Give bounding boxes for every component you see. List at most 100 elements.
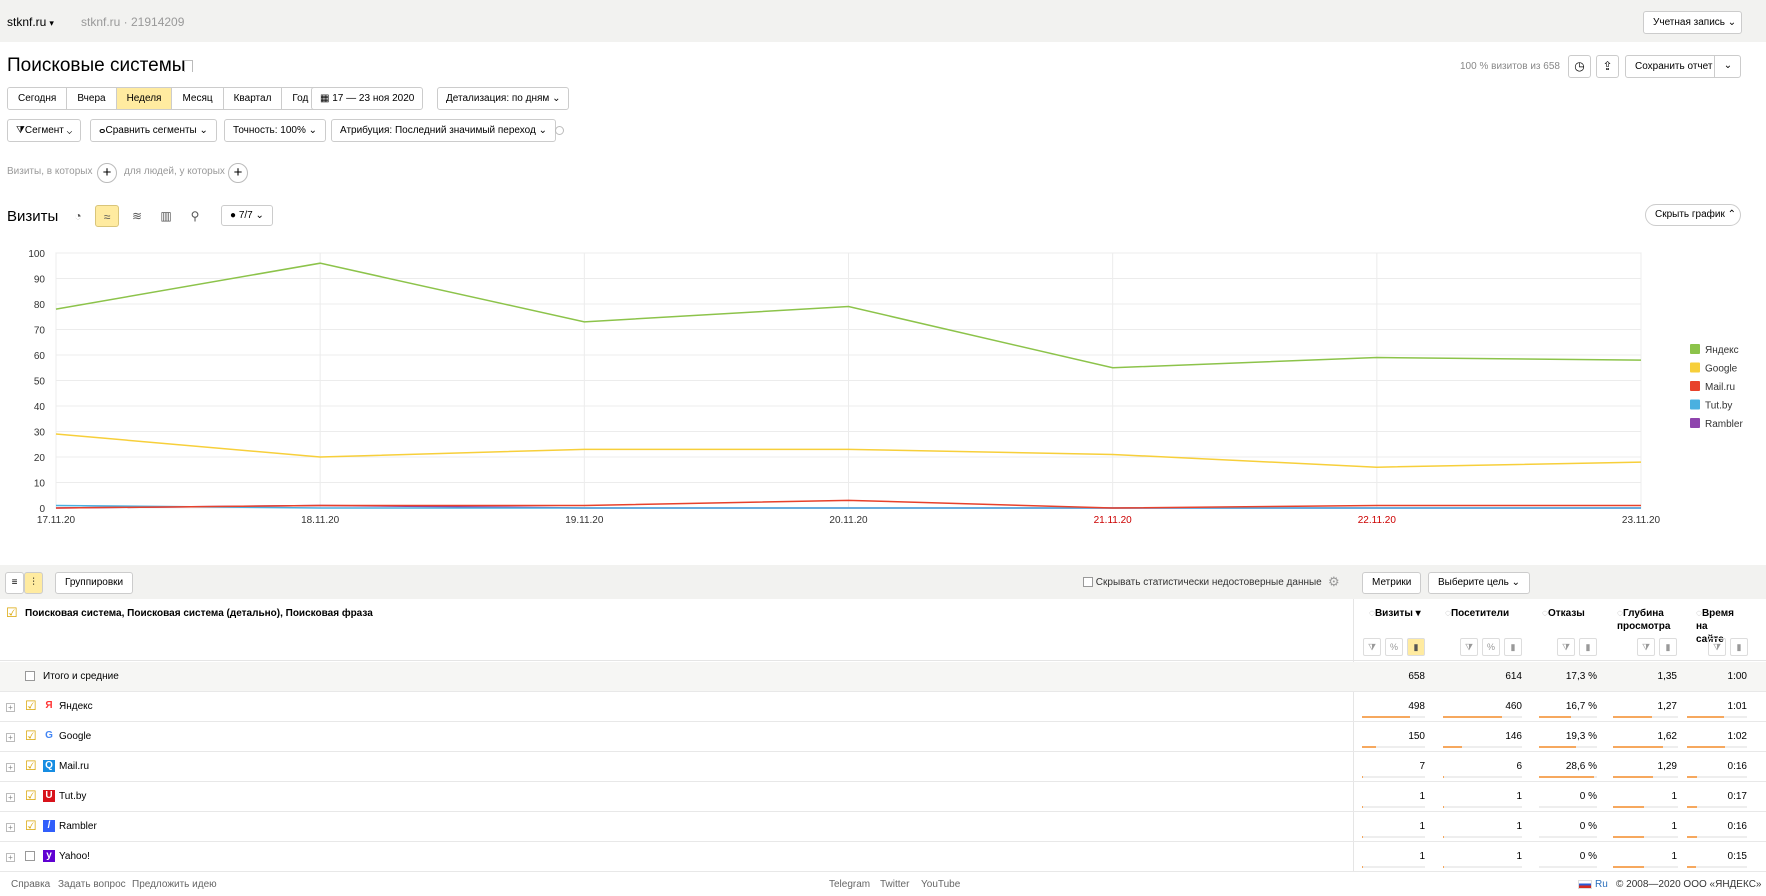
row-label[interactable]: Mail.ru <box>59 761 90 772</box>
row-checkbox[interactable]: ☑ <box>25 698 37 713</box>
percent-icon[interactable]: % <box>1482 638 1500 656</box>
language-switch[interactable]: Ru <box>1595 879 1608 890</box>
bar-icon[interactable]: ▮ <box>1659 638 1677 656</box>
bar-icon[interactable]: ▮ <box>1730 638 1748 656</box>
hide-unreliable-checkbox[interactable] <box>1083 577 1093 588</box>
groupings-button[interactable]: Группировки <box>55 572 134 594</box>
row-value: 498 <box>1408 701 1425 712</box>
expand-icon[interactable]: + <box>6 793 15 802</box>
attribution-button[interactable]: Атрибуция: Последний значимый переход ⌄ <box>331 119 556 142</box>
compare-segments-button[interactable]: ⴰСравнить сегменты ⌄ <box>90 119 217 142</box>
footer-twitter-link[interactable]: Twitter <box>880 879 910 890</box>
site-selector[interactable]: stknf.ru ▾ <box>7 15 54 29</box>
filter-icon[interactable]: ⧩ <box>1557 638 1575 656</box>
footer-help-link[interactable]: Справка <box>11 879 51 890</box>
expand-icon[interactable]: + <box>6 823 15 832</box>
row-checkbox[interactable]: ☑ <box>25 788 37 803</box>
period-quarter[interactable]: Квартал <box>223 88 283 109</box>
row-value: 1 <box>1516 791 1522 802</box>
bar-icon[interactable]: ▮ <box>1407 638 1425 656</box>
table-row[interactable]: + y Yahoo! 1 1 0 % 1 0:15 <box>0 842 1766 872</box>
add-people-condition-button[interactable]: + <box>228 163 248 183</box>
column-depth[interactable]: ◌Глубина просмотра <box>1617 607 1675 633</box>
footer-youtube-link[interactable]: YouTube <box>921 879 961 890</box>
footer-ask-link[interactable]: Задать вопрос <box>58 879 126 890</box>
history-icon[interactable]: ◷ <box>1568 55 1591 78</box>
bar-icon[interactable]: ▮ <box>1579 638 1597 656</box>
row-checkbox[interactable]: ☑ <box>25 728 37 743</box>
row-label[interactable]: Rambler <box>59 821 97 832</box>
export-icon[interactable]: ⇪ <box>1596 55 1619 78</box>
row-label[interactable]: Tut.by <box>59 791 87 802</box>
table-row[interactable]: + ☑ / Rambler 1 1 0 % 1 0:16 <box>0 812 1766 842</box>
map-icon[interactable]: ⚲ <box>190 209 200 223</box>
percent-icon[interactable]: % <box>1385 638 1403 656</box>
period-year[interactable]: Год <box>282 88 319 109</box>
bookmark-icon[interactable] <box>184 60 193 72</box>
filter-icon[interactable]: ⧩ <box>1637 638 1655 656</box>
row-checkbox[interactable]: ☑ <box>25 758 37 773</box>
row-checkbox[interactable]: ☑ <box>25 818 37 833</box>
bar-chart-icon[interactable]: ▥ <box>160 209 172 223</box>
add-visit-condition-button[interactable]: + <box>97 163 117 183</box>
footer-telegram-link[interactable]: Telegram <box>829 879 871 890</box>
yahoo-icon: y <box>43 850 55 862</box>
row-checkbox[interactable] <box>25 851 35 861</box>
account-button[interactable]: Учетная запись ⌄ <box>1643 11 1742 34</box>
account-label: Учетная запись <box>1653 17 1726 28</box>
period-week[interactable]: Неделя <box>116 88 173 109</box>
filter-icon[interactable]: ⧩ <box>1460 638 1478 656</box>
column-visitors[interactable]: ◌Посетители <box>1445 607 1509 620</box>
detail-button[interactable]: Детализация: по дням ⌄ <box>437 87 570 110</box>
gear-icon[interactable]: ⚙ <box>1328 574 1340 589</box>
column-time[interactable]: ◌Время на сайте <box>1696 607 1738 646</box>
expand-icon[interactable]: + <box>6 733 15 742</box>
tree-view-icon[interactable]: ⫶ <box>24 572 43 594</box>
annotations-button[interactable]: ● 7/7 ⌄ <box>221 205 273 226</box>
select-all-checkbox[interactable]: ☑ <box>6 605 18 620</box>
column-bounces[interactable]: ◌Отказы <box>1542 607 1585 620</box>
legend-swatch <box>1690 344 1700 354</box>
period-month[interactable]: Месяц <box>172 88 224 109</box>
filter-icon[interactable]: ⧩ <box>1363 638 1381 656</box>
list-view-icon[interactable]: ≡ <box>5 572 24 594</box>
column-visits[interactable]: ◌Визиты ▾ <box>1369 607 1421 620</box>
y-tick-label: 90 <box>34 275 46 286</box>
period-today[interactable]: Сегодня <box>8 88 68 109</box>
row-label[interactable]: Yahoo! <box>59 851 90 862</box>
people-hint: для людей, у которых <box>124 166 225 177</box>
row-label[interactable]: Google <box>59 731 92 742</box>
info-icon[interactable] <box>555 126 564 135</box>
table-row[interactable]: + ☑ G Google 150 146 19,3 % 1,62 1:02 <box>0 722 1766 752</box>
bar-icon[interactable]: ▮ <box>1504 638 1522 656</box>
table-row[interactable]: + ☑ Я Яндекс 498 460 16,7 % 1,27 1:01 <box>0 692 1766 722</box>
pie-chart-icon[interactable]: ◔ <box>74 209 82 223</box>
y-tick-label: 40 <box>34 402 46 413</box>
expand-icon[interactable]: + <box>6 763 15 772</box>
segment-button[interactable]: ⧩Сегмент ⌄ <box>7 119 82 142</box>
share-bar-fill <box>1687 836 1697 838</box>
legend-label: Rambler <box>1705 419 1743 430</box>
filter-icon[interactable]: ⧩ <box>1708 638 1726 656</box>
hide-chart-button[interactable]: Скрыть график ⌃ <box>1645 204 1741 226</box>
totals-checkbox[interactable] <box>25 671 35 681</box>
area-chart-icon[interactable]: ≋ <box>131 209 143 223</box>
period-yesterday[interactable]: Вчера <box>67 88 117 109</box>
footer-idea-link[interactable]: Предложить идею <box>132 879 217 890</box>
metrics-button[interactable]: Метрики <box>1362 572 1422 594</box>
chevron-down-icon[interactable]: ⌄ <box>1714 55 1741 78</box>
date-range-button[interactable]: ▦ 17 — 23 ноя 2020 <box>311 87 424 110</box>
table-row[interactable]: + ☑ U Tut.by 1 1 0 % 1 0:17 <box>0 782 1766 812</box>
table-row[interactable]: + ☑ Q Mail.ru 7 6 28,6 % 1,29 0:16 <box>0 752 1766 782</box>
row-label[interactable]: Яндекс <box>59 701 93 712</box>
accuracy-button[interactable]: Точность: 100% ⌄ <box>224 119 327 142</box>
save-report-button[interactable]: Сохранить отчет <box>1625 55 1741 78</box>
visits-share: 100 % визитов из 658 <box>1460 61 1560 72</box>
hide-unreliable-toggle[interactable]: Скрывать статистически недостоверные дан… <box>1083 577 1322 588</box>
expand-icon[interactable]: + <box>6 703 15 712</box>
line-chart-icon[interactable]: ≈ <box>95 205 119 227</box>
share-bar <box>1613 716 1678 718</box>
expand-icon[interactable]: + <box>6 853 15 862</box>
row-value: 1:02 <box>1727 731 1747 742</box>
goal-button[interactable]: Выберите цель ⌄ <box>1428 572 1531 594</box>
